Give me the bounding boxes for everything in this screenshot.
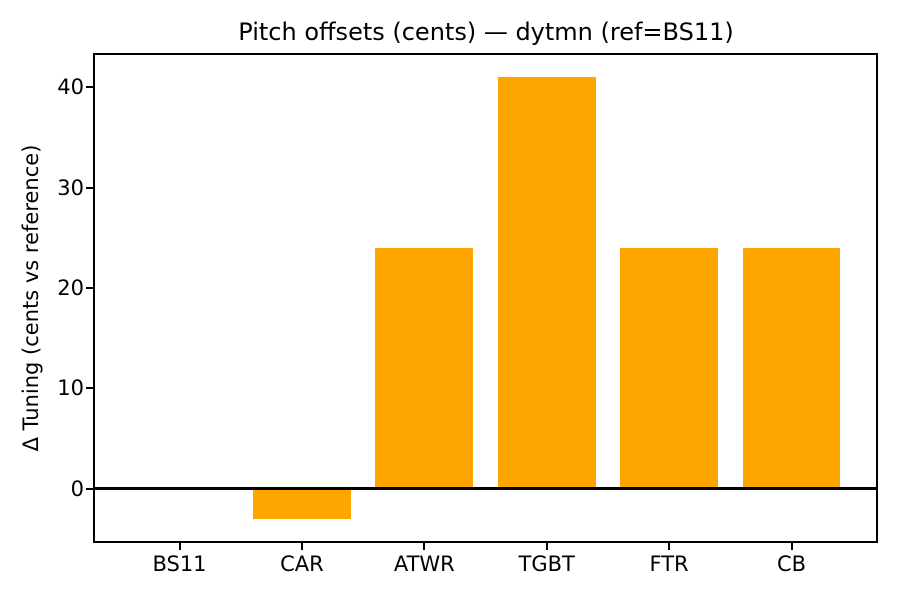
x-tick-label: FTR <box>649 552 689 576</box>
bar-ATWR <box>375 247 474 489</box>
zero-reference-line <box>95 487 876 491</box>
x-tick-label: TGBT <box>518 552 575 576</box>
chart-title: Pitch offsets (cents) — dytmn (ref=BS11) <box>238 18 734 46</box>
y-tick-label: 30 <box>57 175 84 200</box>
x-tick-mark <box>545 543 548 550</box>
bar-FTR <box>620 247 719 489</box>
y-tick-mark <box>86 186 93 189</box>
x-tick-label: CAR <box>280 552 324 576</box>
bar-TGBT <box>497 77 596 489</box>
x-tick-mark <box>300 543 303 550</box>
x-tick-mark <box>178 543 181 550</box>
x-tick-mark <box>423 543 426 550</box>
plot-area <box>93 53 878 543</box>
y-tick-label: 40 <box>57 75 84 100</box>
y-tick-label: 20 <box>57 276 84 300</box>
x-tick-mark <box>668 543 671 550</box>
x-tick-mark <box>790 543 793 550</box>
y-tick-label: 0 <box>70 476 84 501</box>
y-tick-mark <box>86 86 93 89</box>
y-tick-mark <box>86 387 93 390</box>
bar-CAR <box>252 488 351 519</box>
x-tick-label: ATWR <box>393 552 455 576</box>
x-tick-label: CB <box>776 552 807 576</box>
y-tick-label: 10 <box>57 376 84 401</box>
x-tick-label: BS11 <box>152 552 207 576</box>
y-tick-mark <box>86 487 93 490</box>
y-tick-mark <box>86 287 93 289</box>
bar-CB <box>742 247 841 489</box>
